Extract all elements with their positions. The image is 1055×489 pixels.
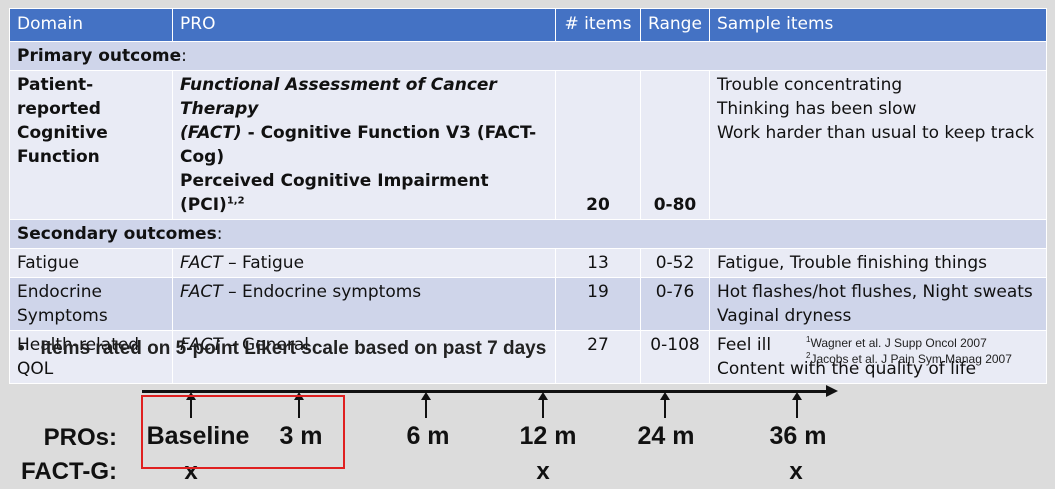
cell-samples: Feel ill Content with the quality of lif… [709,330,1047,384]
cell-range: 0-80 [640,70,710,220]
outcomes-table: Domain PRO # items Range Sample items Pr… [9,8,1047,384]
timepoint-6m: 6 m [406,422,450,450]
section-row-primary: Primary outcome: [9,41,1047,71]
references: 1Wagner et al. J Supp Oncol 2007 2Jacobs… [806,335,1012,367]
cell-items: 13 [555,248,641,278]
cell-range: 0-52 [640,248,710,278]
timeline-axis [142,390,830,393]
header-domain: Domain [9,8,173,42]
table-row-cognitive: Patient-reported Cognitive Function Func… [9,70,1047,220]
tick-arrow-24m [660,392,670,418]
cell-items: 19 [555,277,641,331]
section-label-secondary: Secondary outcomes: [9,219,1047,249]
tick-arrow-36m [792,392,802,418]
tick-arrow-12m [538,392,548,418]
timepoint-24m: 24 m [637,422,695,450]
cell-domain: Fatigue [9,248,173,278]
cell-domain: Endocrine Symptoms [9,277,173,331]
table-row-endocrine: Endocrine Symptoms FACT – Endocrine symp… [9,277,1047,331]
header-range: Range [640,8,710,42]
cell-range: 0-76 [640,277,710,331]
timepoint-baseline: Baseline [146,422,250,450]
cell-domain: Health-related QOL [9,330,173,384]
timepoint-36m: 36 m [769,422,827,450]
factg-mark-36m: x [789,458,803,485]
cell-range: 0-108 [640,330,710,384]
factg-label: FACT-G: [21,458,117,485]
cell-pro: FACT – Endocrine symptoms [172,277,556,331]
cell-domain: Patient-reported Cognitive Function [9,70,173,220]
cell-samples: Trouble concentrating Thinking has been … [709,70,1047,220]
timepoint-3m: 3 m [279,422,323,450]
factg-mark-baseline: x [184,458,198,485]
section-row-secondary: Secondary outcomes: [9,219,1047,249]
table-row-qol: Health-related QOL FACT – General 27 0-1… [9,330,1047,384]
cell-pro: FACT – General [172,330,556,384]
cell-pro: FACT – Fatigue [172,248,556,278]
cell-items: 27 [555,330,641,384]
tick-arrow-6m [421,392,431,418]
section-label-primary: Primary outcome: [9,41,1047,71]
reference-2: 2Jacobs et al. J Pain Sym Manag 2007 [806,351,1012,367]
likert-note: • Items rated on 5-point Likert scale ba… [18,338,547,359]
cell-items: 20 [555,70,641,220]
highlight-box [141,395,345,469]
cell-samples: Hot flashes/hot flushes, Night sweats Va… [709,277,1047,331]
reference-1: 1Wagner et al. J Supp Oncol 2007 [806,335,987,351]
cell-samples: Fatigue, Trouble finishing things [709,248,1047,278]
timepoint-12m: 12 m [519,422,577,450]
header-pro: PRO [172,8,556,42]
header-sample-items: Sample items [709,8,1047,42]
header-items: # items [555,8,641,42]
table-header-row: Domain PRO # items Range Sample items [9,8,1047,42]
pros-label: PROs: [43,424,117,451]
factg-mark-12m: x [536,458,550,485]
table-row-fatigue: Fatigue FACT – Fatigue 13 0-52 Fatigue, … [9,248,1047,278]
cell-pro: Functional Assessment of Cancer Therapy … [172,70,556,220]
timeline-arrowhead [826,385,838,397]
